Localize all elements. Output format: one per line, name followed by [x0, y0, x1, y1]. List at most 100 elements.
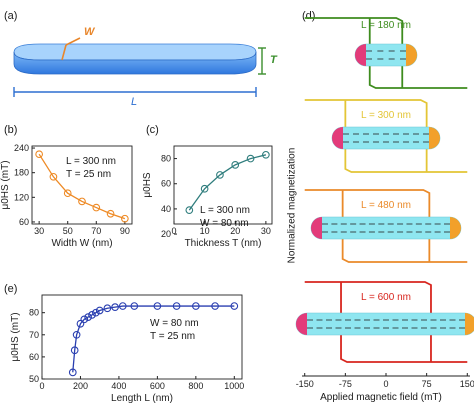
thickness-label: T: [270, 54, 277, 66]
nanomagnet-side: [13, 51, 257, 75]
y-axis-label: μ0HS (mT): [10, 312, 21, 361]
y-tick-label: 180: [14, 168, 29, 178]
y-tick-label: 80: [161, 154, 171, 164]
chart-c-annot-2: W = 80 nm: [200, 218, 249, 229]
panel-a-nanomagnet: [13, 37, 266, 97]
loop-label: L = 180 nm: [361, 20, 411, 31]
panel-d-letter: (d): [302, 10, 316, 22]
y-tick-label: 50: [29, 374, 39, 384]
y-tick-label: 60: [29, 352, 39, 362]
magnet-end-left: [355, 44, 366, 66]
plot-frame: [31, 145, 133, 225]
chart-b: 30 50 70 90 60 120 180 240 Width W (nm) μ0HS (mT): [0, 143, 133, 249]
plot-frame: [41, 294, 243, 380]
y-tick-label: 240: [14, 143, 29, 153]
loop-label: L = 480 nm: [361, 200, 411, 211]
x-tick-label: -75: [339, 379, 352, 389]
x-tick-label: 75: [422, 379, 432, 389]
length-label: L: [131, 96, 138, 108]
loop-label: L = 600 nm: [361, 292, 411, 303]
series-line: [188, 154, 267, 211]
data-point: [63, 189, 72, 198]
plot-frame: [173, 145, 273, 225]
data-point: [191, 302, 200, 310]
data-point: [172, 302, 181, 310]
magnet-image: [310, 216, 462, 240]
loop-label: L = 300 nm: [361, 110, 411, 121]
magnet-end-left: [332, 127, 343, 149]
x-tick-label: 200: [73, 381, 88, 391]
y-tick-label: 20: [161, 229, 171, 239]
data-point: [88, 311, 96, 319]
x-tick-label: 30: [261, 226, 271, 236]
data-point: [106, 209, 115, 218]
data-point: [91, 308, 100, 317]
data-point: [35, 150, 43, 159]
data-point: [68, 368, 77, 377]
data-point: [153, 302, 162, 310]
data-point: [78, 197, 86, 206]
magnet-end-right: [450, 217, 461, 239]
data-point: [200, 184, 209, 193]
x-axis-label: Length L (nm): [111, 393, 173, 404]
data-point: [49, 172, 58, 181]
x-tick-label: 800: [188, 381, 203, 391]
chart-c: 0 10 20 30 20 40 60 80 Thickness T (nm) μ0HS: [142, 145, 273, 249]
x-tick-label: 70: [91, 226, 101, 236]
data-point: [103, 304, 112, 313]
series-line: [38, 153, 126, 220]
magnet-end-right: [465, 313, 474, 335]
data-point: [72, 330, 81, 339]
x-tick-label: 50: [63, 226, 73, 236]
chart-d: L = 180 nm L = 300 nm L = 480 nm L = 600 nm…: [295, 17, 474, 389]
x-tick-label: 1000: [224, 381, 244, 391]
chart-b-annot-1: L = 300 nm: [66, 156, 116, 167]
x-tick-label: 10: [200, 226, 210, 236]
data-point: [76, 319, 85, 328]
width-marker: [65, 37, 81, 46]
y-tick-label: 60: [161, 179, 171, 189]
panel-b-letter: (b): [4, 124, 18, 136]
data-point: [121, 214, 129, 223]
y-axis-label: μ0HS: [142, 172, 153, 198]
nanomagnet-top-face: [13, 43, 257, 61]
data-point: [111, 303, 119, 312]
x-tick-label: -150: [296, 379, 314, 389]
magnet-image: [295, 312, 474, 336]
data-point: [130, 302, 139, 310]
y-tick-label: 40: [161, 204, 171, 214]
data-point: [95, 306, 104, 315]
hysteresis-loop-3: L = 600 nm: [295, 281, 474, 363]
data-point: [80, 315, 89, 324]
x-tick-label: 90: [120, 226, 130, 236]
panel-a-letter: (a): [4, 10, 18, 22]
data-point: [118, 302, 127, 310]
hysteresis-loop-2: L = 480 nm: [304, 189, 468, 263]
data-point: [216, 171, 224, 179]
x-tick-label: 600: [150, 381, 165, 391]
y-tick-label: 70: [29, 330, 39, 340]
data-point: [70, 346, 79, 355]
y-tick-label: 80: [29, 308, 39, 318]
chart-e: 0 200 400 600 800 1000 50 60 70 80 Length L (nm) μ0…: [10, 294, 244, 404]
x-tick-label: 400: [111, 381, 126, 391]
chart-c-annot-1: L = 300 nm: [200, 205, 250, 216]
x-tick-label: 30: [34, 226, 44, 236]
chart-d-ylabel: Normalized magnetization: [286, 147, 298, 264]
chart-b-annot-2: T = 25 nm: [66, 169, 112, 180]
y-axis-label: μ0HS (mT): [0, 160, 11, 209]
x-tick-label: 20: [230, 226, 240, 236]
x-tick-label: 0: [171, 226, 176, 236]
hysteresis-loop-0: L = 180 nm: [304, 17, 468, 89]
width-label: W: [84, 26, 95, 38]
data-point: [262, 150, 270, 159]
magnet-image: [331, 126, 441, 150]
magnet-end-right: [429, 127, 440, 149]
data-point: [230, 302, 239, 310]
chart-d-xlabel: Applied magnetic field (mT): [320, 392, 442, 403]
x-tick-label: 150: [460, 379, 474, 389]
x-axis-label: Width W (nm): [51, 238, 112, 249]
data-point: [246, 154, 255, 163]
chart-e-annot-1: W = 80 nm: [150, 318, 199, 329]
magnet-end-left: [311, 217, 322, 239]
